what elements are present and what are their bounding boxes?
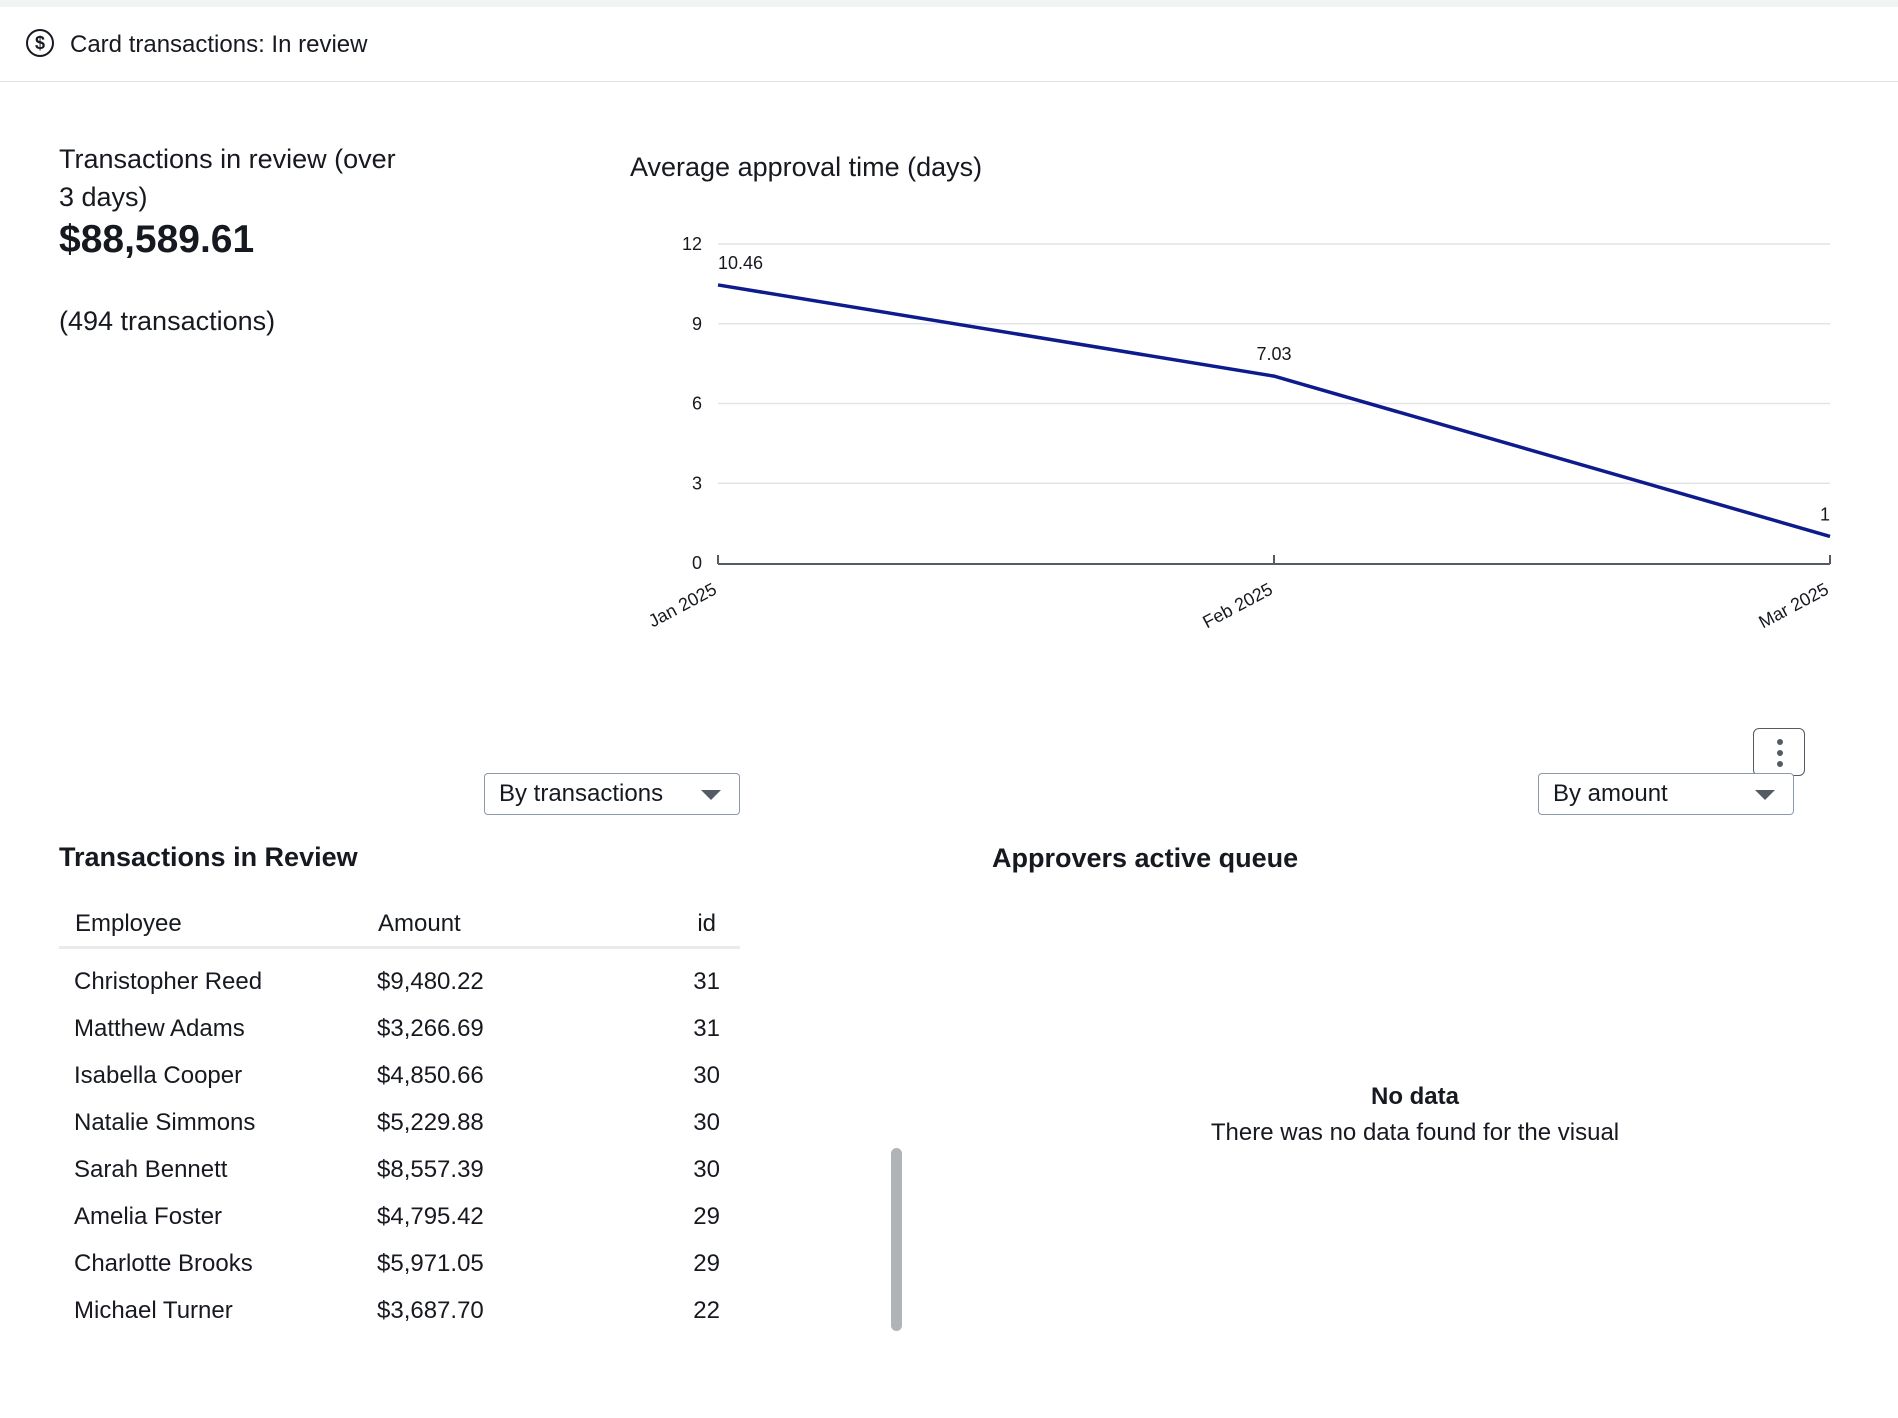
amount-cell: $3,266.69 xyxy=(377,1015,484,1042)
kpi-value: $88,589.61 xyxy=(59,218,255,261)
employee-cell: Charlotte Brooks xyxy=(74,1250,253,1277)
table-row[interactable]: Isabella Cooper $4,850.66 30 xyxy=(59,1053,740,1100)
empty-state-title: No data xyxy=(1370,1083,1459,1110)
sheet-header: $ Card transactions: In review xyxy=(0,7,1898,82)
kpi-title: Transactions in review (over 3 days) xyxy=(59,144,396,212)
id-cell: 29 xyxy=(693,1203,720,1230)
x-tick-label: Mar 2025 xyxy=(1755,579,1832,632)
amount-cell: $4,795.42 xyxy=(377,1203,484,1230)
amount-cell: $3,687.70 xyxy=(377,1297,484,1324)
table-row[interactable]: Charlotte Brooks $5,971.05 29 xyxy=(59,1241,740,1288)
table-row[interactable]: Michael Turner $3,687.70 22 xyxy=(59,1288,740,1330)
dot-icon xyxy=(1777,750,1783,756)
table-scrollbar[interactable] xyxy=(891,1148,902,1331)
employee-cell: Christopher Reed xyxy=(74,968,263,995)
x-tick-label: Feb 2025 xyxy=(1199,579,1276,632)
table-row[interactable]: Matthew Adams $3,266.69 31 xyxy=(59,1006,740,1053)
y-tick-label: 6 xyxy=(692,394,702,414)
caret-down-icon xyxy=(1755,790,1775,800)
empty-state: No data There was no data found for the … xyxy=(1150,1083,1680,1147)
amount-cell: $5,971.05 xyxy=(377,1250,484,1277)
series-line xyxy=(717,283,1831,539)
employee-cell: Natalie Simmons xyxy=(74,1109,256,1136)
amount-cell: $8,557.39 xyxy=(377,1156,484,1183)
data-label: 7.03 xyxy=(1256,344,1291,364)
top-strip xyxy=(0,0,1898,7)
table-row[interactable]: Christopher Reed $9,480.22 31 xyxy=(59,959,740,1006)
employee-cell: Michael Turner xyxy=(74,1297,233,1324)
id-cell: 30 xyxy=(693,1156,720,1183)
transactions-sort-select[interactable]: By transactions xyxy=(484,773,740,815)
sheet-title: Card transactions: In review xyxy=(70,31,368,58)
employee-cell: Matthew Adams xyxy=(74,1015,245,1042)
dot-icon xyxy=(1777,761,1783,767)
more-options-button[interactable] xyxy=(1753,728,1805,776)
column-header-amount[interactable]: Amount xyxy=(378,910,461,937)
table-row[interactable]: Sarah Bennett $8,557.39 30 xyxy=(59,1147,740,1194)
chart-title: Average approval time (days) xyxy=(630,152,983,182)
amount-cell: $4,850.66 xyxy=(377,1062,484,1089)
employee-cell: Sarah Bennett xyxy=(74,1156,228,1183)
table-title: Transactions in Review xyxy=(59,842,358,872)
empty-state-message: There was no data found for the visual xyxy=(1210,1119,1620,1146)
column-header-employee[interactable]: Employee xyxy=(75,910,182,937)
select-value: By transactions xyxy=(499,780,664,807)
table-row[interactable]: Amelia Foster $4,795.42 29 xyxy=(59,1194,740,1241)
id-cell: 30 xyxy=(693,1062,720,1089)
caret-down-icon xyxy=(701,790,721,800)
id-cell: 31 xyxy=(693,968,720,995)
dollar-circle-icon: $ xyxy=(26,29,54,57)
amount-cell: $5,229.88 xyxy=(377,1109,484,1136)
table-header: Employee Amount id xyxy=(59,900,740,949)
queue-title: Approvers active queue xyxy=(992,843,1299,873)
column-header-id[interactable]: id xyxy=(697,910,716,937)
employee-cell: Isabella Cooper xyxy=(74,1062,243,1089)
id-cell: 29 xyxy=(693,1250,720,1277)
data-label: 10.46 xyxy=(718,253,763,273)
id-cell: 22 xyxy=(693,1297,720,1324)
transactions-table: Employee Amount id Christopher Reed $9,48… xyxy=(59,900,740,1330)
table-row[interactable]: Natalie Simmons $5,229.88 30 xyxy=(59,1100,740,1147)
id-cell: 30 xyxy=(693,1109,720,1136)
employee-cell: Amelia Foster xyxy=(74,1203,223,1230)
y-tick-label: 9 xyxy=(692,314,702,334)
amount-cell: $9,480.22 xyxy=(377,968,484,995)
select-value: By amount xyxy=(1553,780,1668,807)
data-label: 1 xyxy=(1820,504,1830,524)
id-cell: 31 xyxy=(693,1015,720,1042)
x-tick-label: Jan 2025 xyxy=(645,579,720,631)
amount-sort-select[interactable]: By amount xyxy=(1538,773,1794,815)
y-tick-label: 12 xyxy=(682,234,702,254)
y-tick-label: 3 xyxy=(692,473,702,493)
dot-icon xyxy=(1777,739,1783,745)
kpi-count: (494 transactions) xyxy=(59,306,276,336)
y-tick-label: 0 xyxy=(692,553,702,573)
approval-time-line-chart: 0 3 6 9 12 Jan 2025 Feb 2025 Mar 2025 10.46 7.03 1 xyxy=(645,234,1832,632)
